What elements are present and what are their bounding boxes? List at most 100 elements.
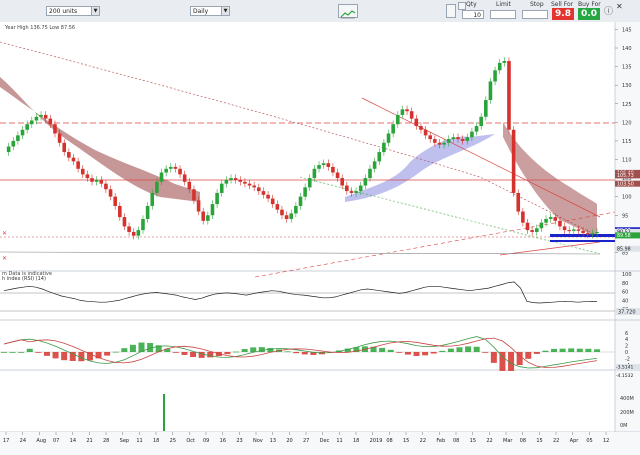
rsi-value: 37.720 bbox=[618, 310, 636, 316]
x-tick-label: 09 bbox=[203, 438, 209, 444]
candle-body bbox=[280, 209, 284, 216]
x-tick-label: 21 bbox=[86, 438, 92, 444]
candle-body bbox=[6, 146, 11, 153]
candle-body bbox=[238, 179, 243, 182]
limit-label: Limit bbox=[496, 1, 511, 8]
macd-histogram-bar bbox=[447, 348, 454, 352]
buy-price: 0.0 bbox=[581, 9, 597, 19]
candle-body bbox=[595, 231, 599, 234]
candle-body bbox=[173, 166, 178, 169]
price-tag-label: 85.98 bbox=[617, 247, 631, 253]
qty-input[interactable]: 10 bbox=[462, 10, 484, 19]
bearish-cloud-2 bbox=[503, 122, 597, 237]
macd-histogram-bar bbox=[267, 348, 274, 352]
x-tick-label: Mar bbox=[503, 438, 513, 444]
macd-histogram-bar bbox=[499, 352, 506, 371]
x-tick-label: 13 bbox=[270, 438, 276, 444]
rsi-label: h index (RSI) (14) bbox=[2, 276, 46, 282]
macd-histogram-bar bbox=[104, 352, 111, 356]
candle-body bbox=[122, 217, 127, 227]
candle-body bbox=[57, 133, 62, 143]
candle-body bbox=[71, 157, 76, 162]
limit-input[interactable] bbox=[490, 10, 516, 19]
macd-histogram-bar bbox=[155, 345, 162, 352]
candle-body bbox=[247, 183, 252, 186]
x-tick-label: 22 bbox=[553, 438, 559, 444]
macd-histogram-bar bbox=[353, 347, 360, 352]
info-icon[interactable]: ⓘ bbox=[604, 7, 614, 17]
x-tick-label: Apr bbox=[570, 438, 580, 444]
candlestick-icon bbox=[340, 10, 356, 19]
candle-body bbox=[303, 187, 307, 197]
volume-tick-label: 0M bbox=[620, 423, 628, 429]
macd-histogram-bar bbox=[370, 346, 377, 352]
candle-body bbox=[16, 135, 20, 141]
macd-histogram-bar bbox=[1, 352, 7, 353]
macd-histogram-bar bbox=[284, 351, 291, 353]
y-tick-label: 120 bbox=[622, 120, 632, 126]
candle-body bbox=[145, 205, 150, 219]
macd-histogram-bar bbox=[465, 346, 472, 352]
macd-value-1: -3.5141 bbox=[616, 365, 634, 371]
x-tick-label: 28 bbox=[103, 438, 109, 444]
buy-button[interactable]: 0.0 bbox=[578, 8, 600, 20]
candle-body bbox=[534, 228, 539, 232]
candle-body bbox=[307, 178, 312, 188]
macd-tick-label: 0 bbox=[625, 350, 628, 356]
units-select[interactable]: 200 units ▼ bbox=[46, 6, 100, 16]
candle-body bbox=[530, 230, 534, 232]
volume-y-axis: 400M 200M 0M bbox=[620, 396, 634, 429]
close-marker-icon[interactable]: ✕ bbox=[2, 230, 7, 237]
macd-histogram-bar bbox=[585, 348, 592, 352]
candle-body bbox=[127, 226, 131, 232]
x-tick-label: 15 bbox=[536, 438, 542, 444]
candle-body bbox=[377, 152, 382, 162]
y-tick-label: 130 bbox=[622, 83, 632, 89]
stop-input[interactable] bbox=[522, 10, 548, 19]
candle-body bbox=[229, 178, 233, 180]
candle-body bbox=[99, 179, 104, 184]
y-tick-label: 115 bbox=[622, 139, 632, 145]
chevron-down-icon: ▼ bbox=[91, 7, 99, 15]
candle-body bbox=[516, 192, 521, 212]
candle-body bbox=[20, 129, 25, 136]
macd-histogram-bar bbox=[112, 351, 119, 353]
macd-histogram-bar bbox=[568, 348, 575, 352]
stop-label: Stop bbox=[530, 1, 544, 8]
lock-icon[interactable] bbox=[458, 2, 466, 10]
chart-area[interactable]: Year High 136.75 Low 87.56 m Data is ind… bbox=[0, 22, 640, 455]
x-tick-label: Aug bbox=[36, 438, 46, 444]
candle-body bbox=[76, 161, 80, 169]
period-select[interactable]: Daily ▼ bbox=[190, 6, 230, 16]
candle-body bbox=[243, 181, 247, 184]
candle-body bbox=[108, 189, 113, 197]
candle-body bbox=[29, 120, 34, 125]
candle-body bbox=[493, 70, 497, 82]
sell-button[interactable]: 9.8 bbox=[552, 8, 574, 20]
y-tick-label: 105 bbox=[622, 176, 632, 182]
candle-body bbox=[224, 179, 229, 184]
macd-histogram-bar bbox=[190, 352, 197, 357]
chart-type-button[interactable] bbox=[338, 4, 358, 19]
candle-body bbox=[182, 174, 187, 182]
rsi-tick-label: 60 bbox=[622, 290, 628, 296]
price-tag bbox=[615, 245, 640, 252]
price-tag bbox=[615, 232, 640, 239]
chevron-down-icon: ▼ bbox=[221, 7, 229, 15]
x-tick-label: 23 bbox=[236, 438, 242, 444]
candle-body bbox=[382, 142, 386, 153]
candle-body bbox=[391, 124, 395, 134]
candle-body bbox=[90, 178, 94, 182]
candle-body bbox=[275, 204, 280, 210]
candle-body bbox=[67, 152, 71, 158]
candle-body bbox=[576, 229, 581, 231]
expand-icon[interactable] bbox=[446, 4, 456, 18]
trend-line-down bbox=[361, 97, 601, 218]
candle-body bbox=[164, 168, 168, 173]
rsi-tick-label: 40 bbox=[622, 298, 628, 304]
macd-tick-label: 6 bbox=[625, 331, 628, 337]
close-marker-icon[interactable]: ✕ bbox=[2, 255, 7, 262]
close-icon[interactable]: ✕ bbox=[616, 2, 623, 11]
macd-histogram-bar bbox=[490, 352, 497, 363]
